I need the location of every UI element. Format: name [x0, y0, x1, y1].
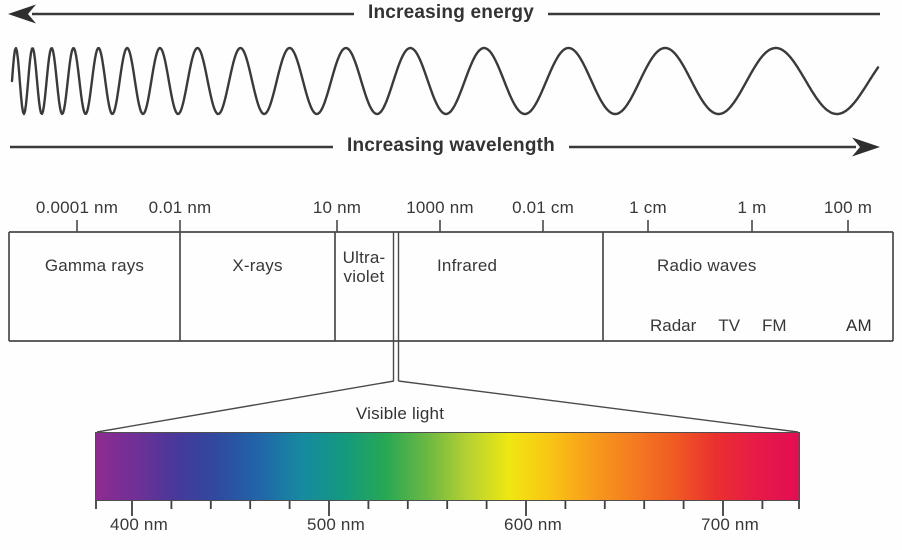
- scale-label-1000nm: 1000 nm: [406, 198, 474, 217]
- wavelength-arrowhead-right-icon: [852, 137, 880, 157]
- ultraviolet-line2: violet: [343, 267, 385, 286]
- scale-label-10nm: 10 nm: [312, 198, 362, 217]
- radio-sub-am: AM: [846, 316, 872, 335]
- visible-light-title: Visible light: [355, 404, 445, 423]
- scale-label-0-01nm: 0.01 nm: [148, 198, 212, 217]
- scale-label-1m: 1 m: [737, 198, 767, 217]
- wave-chirp: [10, 46, 880, 116]
- radio-subbands: Radar TV FM: [650, 316, 787, 336]
- scale-label-100m: 100 m: [823, 198, 873, 217]
- spectrum-band-box: [8, 231, 894, 342]
- vis-label-700nm: 700 nm: [701, 515, 759, 534]
- band-label-ultraviolet: Ultra- violet: [335, 248, 393, 286]
- scale-label-1cm: 1 cm: [629, 198, 667, 217]
- visible-callout-lines: [96, 232, 799, 433]
- visible-ruler-ticks: [95, 501, 800, 516]
- band-label-gamma-rays: Gamma rays: [44, 256, 145, 275]
- scale-label-0-01cm: 0.01 cm: [512, 198, 574, 217]
- vis-label-500nm: 500 nm: [307, 515, 365, 534]
- radio-sub-fm: FM: [762, 316, 787, 335]
- scale-label-0-0001nm: 0.0001 nm: [35, 198, 119, 217]
- vis-label-400nm: 400 nm: [110, 515, 168, 534]
- increasing-energy-label: Increasing energy: [353, 2, 549, 24]
- band-label-radio-waves: Radio waves: [657, 256, 757, 275]
- ultraviolet-line1: Ultra-: [342, 248, 386, 267]
- visible-spectrum-bar: [95, 432, 800, 501]
- radio-sub-tv: TV: [718, 316, 741, 335]
- band-label-x-rays: X-rays: [232, 256, 283, 275]
- scale-ticks: [76, 220, 849, 232]
- vis-label-600nm: 600 nm: [504, 515, 562, 534]
- energy-arrowhead-left-icon: [8, 4, 36, 24]
- increasing-wavelength-label: Increasing wavelength: [333, 135, 569, 157]
- radio-sub-radar: Radar: [650, 316, 697, 335]
- band-label-infrared: Infrared: [437, 256, 498, 275]
